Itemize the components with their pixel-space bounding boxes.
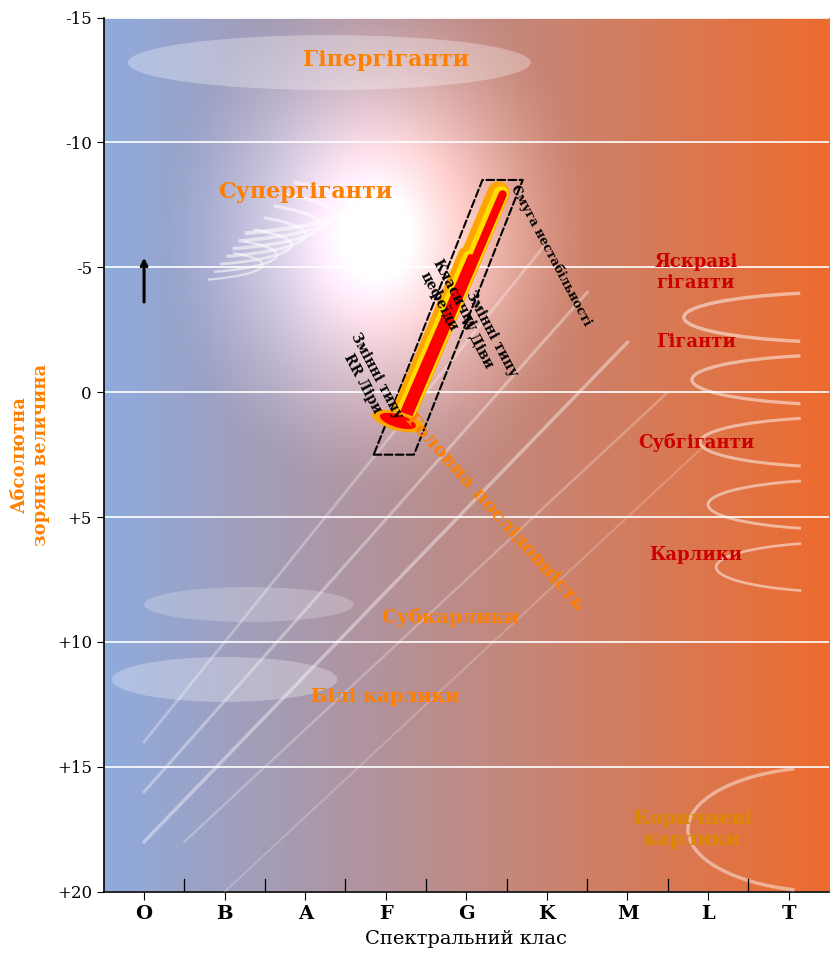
Text: Класичні
цефеїди: Класичні цефеїди bbox=[414, 256, 478, 339]
Text: Субгіганти: Субгіганти bbox=[638, 433, 754, 452]
Ellipse shape bbox=[372, 409, 424, 433]
Text: Гіпергіганти: Гіпергіганти bbox=[302, 49, 469, 71]
Ellipse shape bbox=[112, 657, 338, 702]
Text: Гіганти: Гіганти bbox=[656, 334, 736, 351]
Ellipse shape bbox=[144, 587, 354, 622]
Y-axis label: Абсолютна
зоряна величина: Абсолютна зоряна величина bbox=[11, 363, 50, 546]
Text: Білі карлики: Білі карлики bbox=[312, 688, 460, 706]
Text: Коричневі
карлики: Коричневі карлики bbox=[632, 810, 752, 849]
Text: Карлики: Карлики bbox=[649, 546, 743, 564]
Text: Головна послідовність: Головна послідовність bbox=[402, 410, 588, 614]
X-axis label: Спектральний клас: Спектральний клас bbox=[365, 930, 567, 947]
Text: Субкарлики: Субкарлики bbox=[381, 607, 519, 626]
Ellipse shape bbox=[380, 412, 416, 429]
Text: Смуга нестабільності: Смуга нестабільності bbox=[508, 182, 594, 328]
Ellipse shape bbox=[128, 35, 531, 90]
Text: Супергіганти: Супергіганти bbox=[218, 181, 392, 203]
Text: Яскраві
гіганти: Яскраві гіганти bbox=[654, 253, 738, 292]
Text: Змінні типу
W Діви: Змінні типу W Діви bbox=[449, 288, 520, 386]
Text: Змінні типу
RR Ліри: Змінні типу RR Ліри bbox=[334, 331, 406, 429]
